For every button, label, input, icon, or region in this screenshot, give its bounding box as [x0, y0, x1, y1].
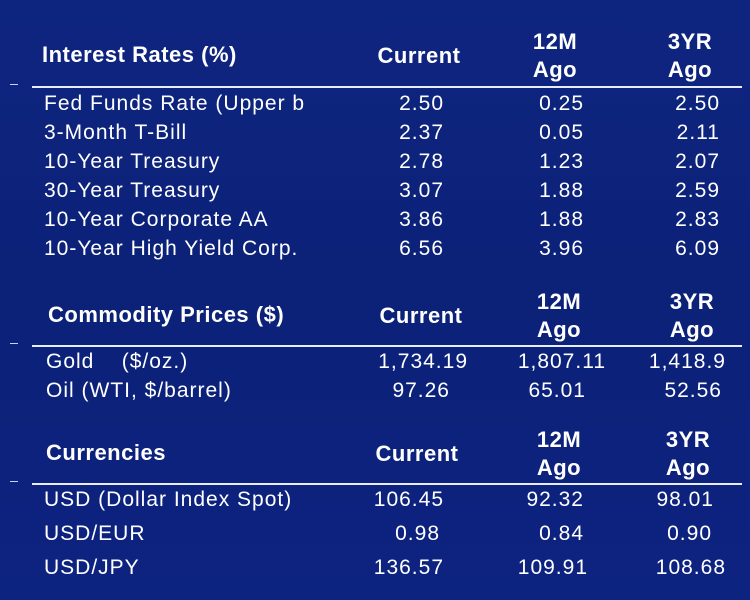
- row-current: 2.50: [399, 92, 444, 115]
- commodities-col-current: Current: [379, 303, 463, 328]
- commodities-title: Commodity Prices ($): [48, 302, 285, 327]
- row-12m-ago: 0.84: [539, 522, 584, 545]
- row-current: 3.07: [399, 179, 444, 202]
- row-12m-ago: 1,807.11: [517, 350, 606, 373]
- commodities-col-3yr-line2: Ago: [669, 317, 715, 342]
- commodities-col-12m: 12M Ago: [514, 288, 604, 344]
- commodities-col-3yr: 3YR Ago: [652, 288, 732, 344]
- row-label: USD (Dollar Index Spot): [44, 488, 293, 511]
- row-current: 6.56: [399, 237, 444, 260]
- row-3yr-ago: 1,418.9: [648, 350, 726, 373]
- row-current: 97.26: [392, 379, 450, 402]
- row-label: 10-Year Treasury: [44, 150, 221, 173]
- row-12m-ago: 1.88: [539, 208, 584, 231]
- row-12m-ago: 109.91: [517, 556, 588, 579]
- row-current: 1,734.19: [378, 350, 468, 373]
- currencies-col-12m-line2: Ago: [536, 455, 582, 480]
- row-12m-ago: 3.96: [539, 237, 584, 260]
- row-current: 2.78: [399, 150, 444, 173]
- interest-rates-col-12m: 12M Ago: [510, 28, 600, 84]
- row-current: 106.45: [373, 488, 444, 511]
- interest-rates-col-12m-line1: 12M: [532, 29, 578, 54]
- interest-rates-col-3yr-line1: 3YR: [667, 29, 713, 54]
- left-tick-mark: [10, 84, 18, 85]
- row-label: 10-Year Corporate AA: [44, 208, 269, 231]
- currencies-col-12m-line1: 12M: [536, 427, 582, 452]
- row-3yr-ago: 2.83: [675, 208, 720, 231]
- row-current: 136.57: [373, 556, 444, 579]
- currencies-col-3yr-line1: 3YR: [665, 427, 711, 452]
- currencies-col-current: Current: [375, 441, 459, 466]
- interest-rates-col-3yr: 3YR Ago: [650, 28, 730, 84]
- row-current: 3.86: [399, 208, 444, 231]
- currencies-title: Currencies: [46, 440, 166, 465]
- currencies-col-3yr: 3YR Ago: [648, 426, 728, 482]
- row-3yr-ago: 2.07: [675, 150, 720, 173]
- row-label: Oil (WTI, $/barrel): [46, 379, 232, 402]
- commodities-col-12m-line2: Ago: [536, 317, 582, 342]
- interest-rates-col-3yr-line2: Ago: [667, 57, 713, 82]
- row-12m-ago: 1.88: [539, 179, 584, 202]
- interest-rates-divider: [32, 86, 742, 88]
- currencies-col-3yr-line2: Ago: [665, 455, 711, 480]
- row-current: 0.98: [395, 522, 440, 545]
- row-current: 2.37: [399, 121, 444, 144]
- row-12m-ago: 1.23: [539, 150, 584, 173]
- row-label: Gold ($/oz.): [46, 350, 189, 373]
- row-12m-ago: 0.25: [539, 92, 584, 115]
- row-12m-ago: 65.01: [528, 379, 586, 402]
- row-label: 10-Year High Yield Corp.: [44, 237, 299, 260]
- row-label: 3-Month T-Bill: [44, 121, 188, 144]
- commodities-col-3yr-line1: 3YR: [669, 289, 715, 314]
- commodities-col-12m-line1: 12M: [536, 289, 582, 314]
- interest-rates-col-12m-line2: Ago: [532, 57, 578, 82]
- row-label: 30-Year Treasury: [44, 179, 221, 202]
- row-3yr-ago: 2.11: [676, 121, 720, 144]
- row-3yr-ago: 2.50: [675, 92, 720, 115]
- row-3yr-ago: 6.09: [675, 237, 720, 260]
- row-12m-ago: 0.05: [539, 121, 584, 144]
- row-12m-ago: 92.32: [526, 488, 584, 511]
- left-tick-mark: [10, 481, 18, 482]
- left-tick-mark: [10, 343, 18, 344]
- commodities-divider: [32, 345, 742, 347]
- currencies-col-12m: 12M Ago: [514, 426, 604, 482]
- row-3yr-ago: 0.90: [667, 522, 712, 545]
- interest-rates-col-current: Current: [377, 43, 461, 68]
- currencies-divider: [32, 483, 742, 485]
- row-label: USD/JPY: [44, 556, 140, 579]
- row-3yr-ago: 52.56: [664, 379, 722, 402]
- row-3yr-ago: 98.01: [656, 488, 714, 511]
- row-label: USD/EUR: [44, 522, 146, 545]
- interest-rates-title: Interest Rates (%): [42, 42, 237, 67]
- row-3yr-ago: 108.68: [655, 556, 726, 579]
- row-label: Fed Funds Rate (Upper b: [44, 92, 306, 115]
- row-3yr-ago: 2.59: [675, 179, 720, 202]
